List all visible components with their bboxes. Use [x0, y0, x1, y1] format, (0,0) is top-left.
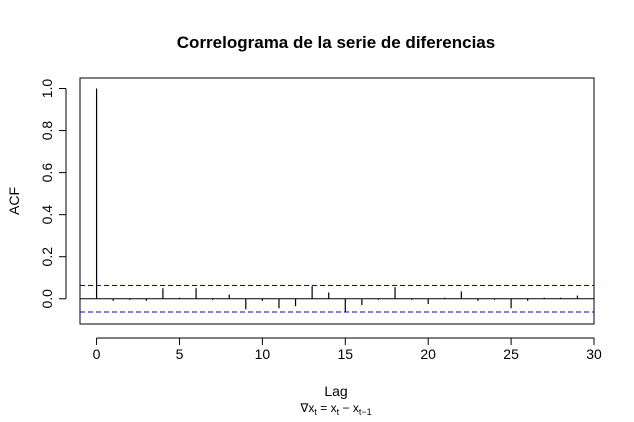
- x-axis-label: Lag: [324, 383, 347, 399]
- plot-frame: [79, 77, 595, 325]
- x-tick-label: 20: [420, 346, 436, 362]
- x-tick-label: 0: [93, 346, 101, 362]
- y-tick-label: 0.8: [39, 121, 55, 141]
- confidence-bounds: [80, 285, 594, 313]
- y-tick-label: 0.6: [39, 163, 55, 183]
- y-tick-label: 0.4: [39, 205, 55, 225]
- x-axis: 0 5 10 15 20 25 30: [93, 337, 602, 362]
- x-tick-label: 10: [255, 346, 271, 362]
- x-tick-label: 25: [503, 346, 519, 362]
- x-tick-label: 30: [586, 346, 602, 362]
- y-tick-label: 0.0: [39, 289, 55, 309]
- y-tick-label: 0.2: [39, 247, 55, 267]
- y-axis: 0.0 0.2 0.4 0.6 0.8 1.0: [39, 79, 67, 309]
- differencing-formula: ∇xt = xt − xt−1: [299, 401, 371, 417]
- x-tick-label: 5: [176, 346, 184, 362]
- y-axis-label: ACF: [6, 187, 22, 215]
- chart-title: Correlograma de la serie de diferencias: [177, 33, 495, 52]
- x-tick-label: 15: [338, 346, 354, 362]
- acf-bars: [80, 88, 594, 313]
- y-tick-label: 1.0: [39, 79, 55, 99]
